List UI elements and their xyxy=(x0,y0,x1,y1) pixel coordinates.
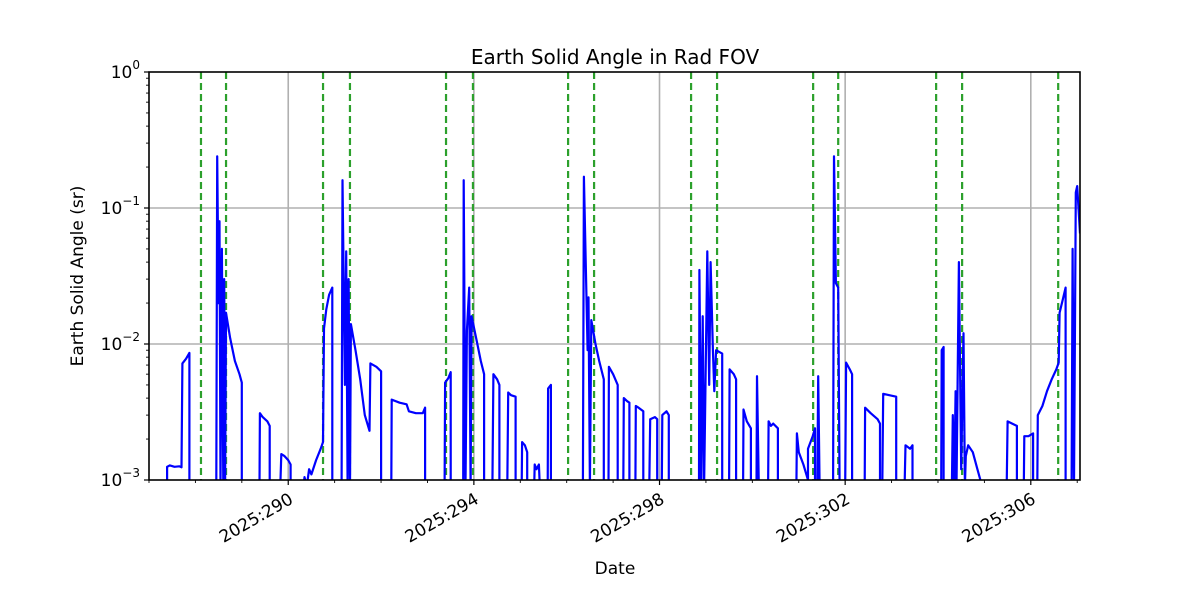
axes-frame xyxy=(148,71,1081,481)
x-tick-label: 2025:298 xyxy=(587,489,668,547)
x-tick-label: 2025:306 xyxy=(959,489,1040,547)
y-tick-label: 10−1 xyxy=(101,194,140,219)
y-tick-label: 10−2 xyxy=(101,330,140,355)
y-tick-label: 10−3 xyxy=(101,466,140,491)
x-axis-label: Date xyxy=(595,559,636,579)
data-series-line xyxy=(166,155,1080,480)
x-tick-label: 2025:294 xyxy=(402,489,483,547)
plot-area: 100 10−1 10−2 10−3 2025:290 2025:294 2025:298 2… xyxy=(101,58,1081,547)
y-axis-label: Earth Solid Angle (sr) xyxy=(68,186,88,367)
x-tick-label: 2025:290 xyxy=(216,489,297,547)
y-tick-label: 100 xyxy=(111,58,140,83)
chart-title: Earth Solid Angle in Rad FOV xyxy=(471,45,760,69)
x-tick-label: 2025:302 xyxy=(773,489,854,547)
